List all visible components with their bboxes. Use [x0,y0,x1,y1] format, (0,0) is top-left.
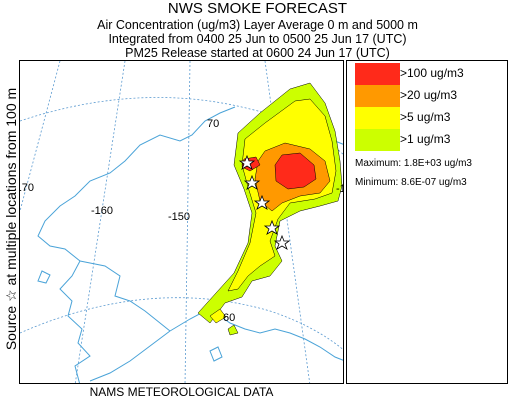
plume-patch-south-2 [227,324,239,336]
bristol-bay-coast [79,260,171,332]
concentration-legend: >100 ug/m3 >20 ug/m3 >5 ug/m3 >1 ug/m3 M… [346,60,508,384]
legend-swatch-over-1 [355,129,400,151]
source-star-5 [273,234,291,250]
source-star-1 [238,154,256,170]
integration-period: Integrated from 0400 25 Jun to 0500 25 J… [108,32,407,46]
southern-coast [169,310,343,361]
legend-label-over-1: >1 ug/m3 [400,132,451,146]
release-start: PM25 Release started at 0600 24 Jun 17 (… [125,46,390,60]
western-coast [37,106,236,383]
source-star-4 [263,219,281,235]
source-markers [238,154,291,250]
latitude-70-line [20,97,343,155]
aleutian-arc [89,330,171,382]
plume-over-100 [274,152,317,190]
legend-swatch-over-20 [355,85,400,107]
legend-label-over-20: >20 ug/m3 [400,88,458,102]
smoke-map: 70 -170 -160 -150 60 -140 [19,60,344,384]
kodiak-island [209,346,223,362]
smoke-plume [197,82,343,336]
lon-150-label: -150 [168,211,191,223]
minimum-value: Minimum: 8.6E-07 ug/m3 [355,177,467,188]
st-lawrence-island [37,270,51,284]
lat-70-label: 70 [207,118,220,130]
plume-patch-south [209,308,227,324]
forecast-title: NWS SMOKE FORECAST [167,0,348,17]
source-star-2 [243,174,261,190]
concentration-subtitle: Air Concentration (ug/m3) Layer Average … [97,18,418,32]
longitude-160w-line [74,61,126,383]
maximum-value: Maximum: 1.8E+03 ug/m3 [355,158,472,169]
legend-swatch-over-100 [355,63,400,85]
lon-170-label: -170 [20,182,35,194]
longitude-140w-line [264,61,311,383]
legend-swatch-over-5 [355,107,400,129]
source-star-3 [253,194,271,210]
lon-160-label: -160 [91,205,114,217]
map-canvas [20,61,343,383]
chart-header: NWS SMOKE FORECAST Air Concentration (ug… [20,0,495,60]
latitude-60-line [20,297,343,350]
longitude-170w-line [20,61,61,212]
data-source-footer: NAMS METEOROLOGICAL DATA [89,385,274,399]
legend-label-over-100: >100 ug/m3 [400,66,464,80]
legend-label-over-5: >5 ug/m3 [400,110,451,124]
graticule [20,61,343,383]
lat-60-label: 60 [223,312,236,324]
lon-140-label: -140 [336,183,343,195]
